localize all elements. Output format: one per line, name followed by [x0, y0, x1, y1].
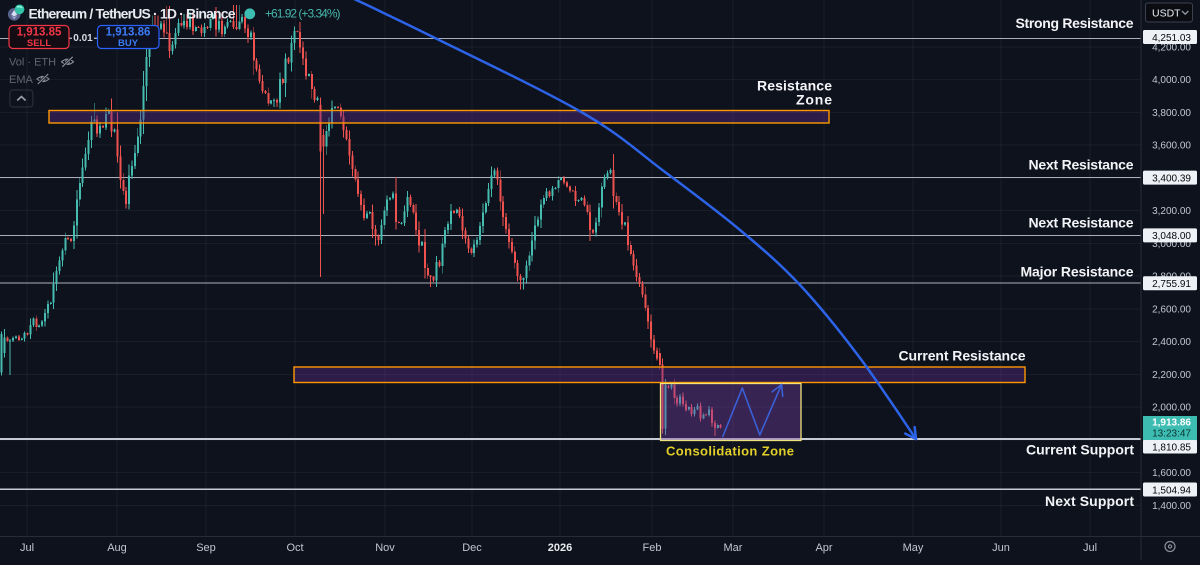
svg-text:Feb: Feb [643, 542, 662, 554]
svg-text:May: May [903, 542, 924, 554]
svg-text:USDT: USDT [1152, 8, 1181, 20]
svg-text:3,048.00: 3,048.00 [1152, 231, 1191, 242]
svg-text:1,913.85: 1,913.85 [17, 27, 62, 39]
svg-text:2,400.00: 2,400.00 [1152, 337, 1191, 348]
svg-text:Ethereum / TetherUS · 1D · Bin: Ethereum / TetherUS · 1D · Binance [29, 5, 236, 21]
svg-text:Resistance: Resistance [757, 78, 832, 94]
svg-text:3,000.00: 3,000.00 [1152, 239, 1191, 250]
svg-text:1,913.86: 1,913.86 [1152, 418, 1191, 429]
svg-text:1,913.86: 1,913.86 [106, 27, 151, 39]
svg-text:Consolidation Zone: Consolidation Zone [666, 444, 794, 459]
svg-text:Strong Resistance: Strong Resistance [1016, 15, 1134, 31]
svg-text:1,810.85: 1,810.85 [1152, 442, 1191, 453]
svg-text:Jun: Jun [992, 542, 1010, 554]
svg-text:3,400.39: 3,400.39 [1152, 173, 1191, 184]
svg-text:Zone: Zone [796, 92, 832, 108]
svg-text:Next Resistance: Next Resistance [1029, 215, 1134, 231]
svg-text:EMA: EMA [9, 74, 34, 86]
svg-text:Mar: Mar [724, 542, 743, 554]
svg-text:Jul: Jul [20, 542, 34, 554]
svg-text:2,200.00: 2,200.00 [1152, 370, 1191, 381]
svg-text:Vol · ETH: Vol · ETH [9, 57, 56, 69]
svg-text:Sep: Sep [196, 542, 216, 554]
svg-text:2026: 2026 [548, 542, 572, 554]
svg-text:3,800.00: 3,800.00 [1152, 108, 1191, 119]
svg-text:Jul: Jul [1083, 542, 1097, 554]
svg-text:3,600.00: 3,600.00 [1152, 141, 1191, 152]
svg-text:Oct: Oct [286, 542, 303, 554]
svg-text:2,600.00: 2,600.00 [1152, 304, 1191, 315]
svg-text:2,755.91: 2,755.91 [1152, 279, 1191, 290]
svg-text:Next Resistance: Next Resistance [1029, 157, 1134, 173]
svg-text:13:23:47: 13:23:47 [1152, 429, 1191, 440]
svg-text:Apr: Apr [815, 542, 832, 554]
svg-text:Current Resistance: Current Resistance [899, 348, 1026, 364]
svg-text:4,000.00: 4,000.00 [1152, 75, 1191, 86]
svg-text:BUY: BUY [118, 38, 139, 49]
svg-text:1,400.00: 1,400.00 [1152, 501, 1191, 512]
svg-text:+61.92 (+3.34%): +61.92 (+3.34%) [265, 7, 341, 21]
svg-text:4,251.03: 4,251.03 [1152, 33, 1191, 44]
svg-text:Next Support: Next Support [1045, 493, 1134, 509]
svg-text:1,600.00: 1,600.00 [1152, 468, 1191, 479]
svg-text:Nov: Nov [375, 542, 395, 554]
svg-text:3,200.00: 3,200.00 [1152, 206, 1191, 217]
svg-text:Aug: Aug [107, 542, 127, 554]
svg-text:Major Resistance: Major Resistance [1021, 264, 1134, 280]
svg-text:4,200.00: 4,200.00 [1152, 42, 1191, 53]
svg-text:Dec: Dec [462, 542, 482, 554]
svg-text:1,504.94: 1,504.94 [1152, 485, 1191, 496]
svg-text:Current Support: Current Support [1026, 442, 1134, 458]
svg-text:2,000.00: 2,000.00 [1152, 403, 1191, 414]
svg-text:SELL: SELL [27, 38, 51, 49]
svg-text:0.01: 0.01 [73, 33, 93, 44]
